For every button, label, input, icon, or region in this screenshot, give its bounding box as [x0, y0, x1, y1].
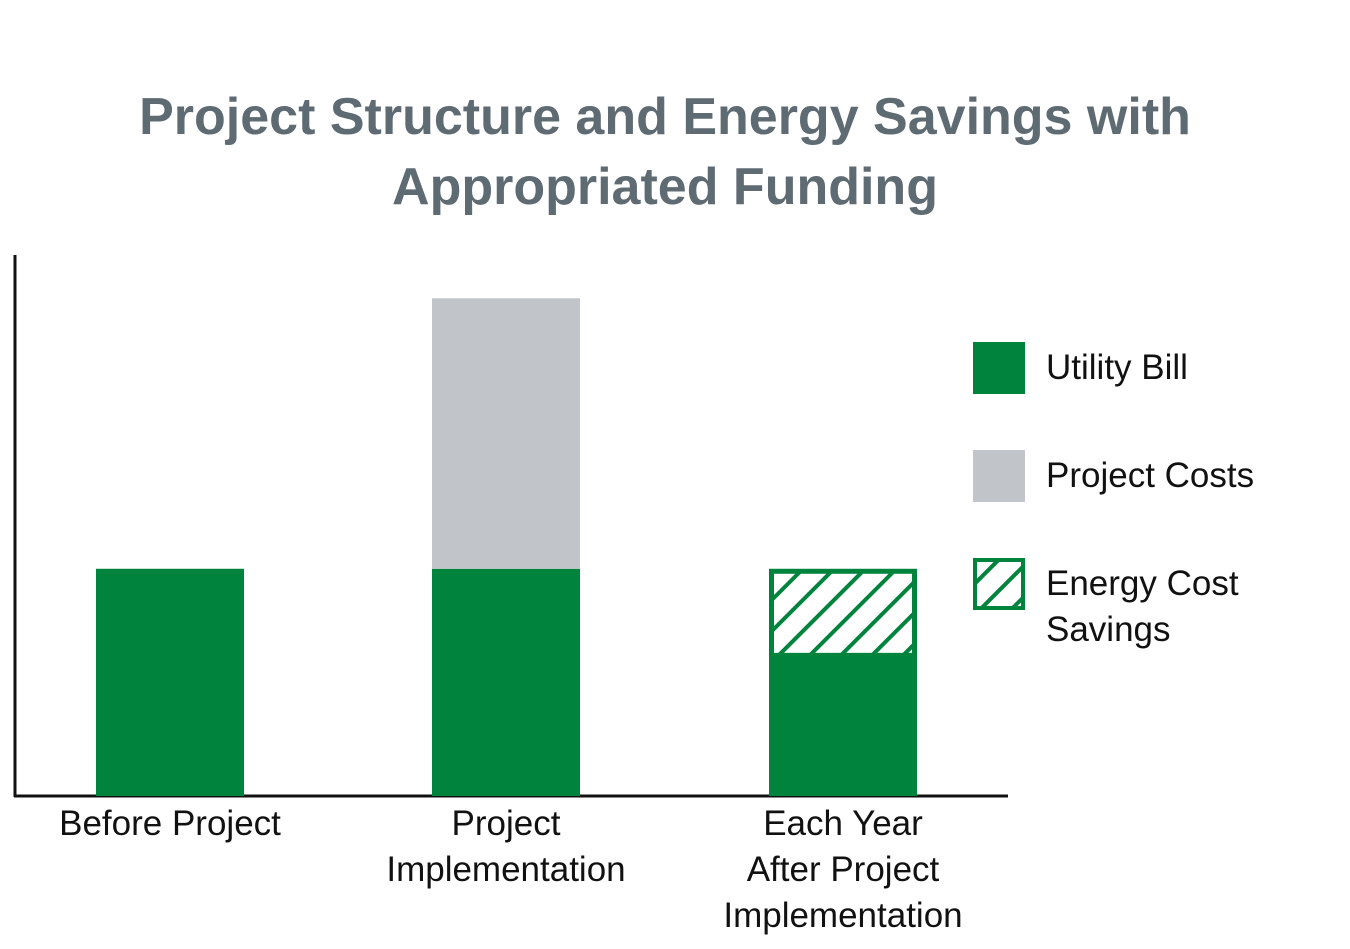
chart-title: Project Structure and Energy Savings wit…: [139, 88, 1191, 216]
legend-label: Energy Cost Savings: [1046, 564, 1239, 649]
bar-segment: [432, 298, 580, 569]
legend-label: Project Costs: [1046, 456, 1255, 495]
x-tick-label: Each Year After Project Implementation: [723, 804, 963, 935]
legend-label: Utility Bill: [1046, 348, 1188, 387]
bar-segment: [769, 655, 917, 796]
x-tick-label: Before Project: [59, 804, 281, 843]
legend-swatch: [973, 558, 1025, 610]
legend-swatch: [973, 342, 1025, 394]
bar-segment: [96, 568, 244, 796]
x-tick-label: Project Implementation: [386, 804, 626, 889]
bar-segment: [432, 568, 580, 796]
legend-swatch: [973, 450, 1025, 502]
bar-segment: [769, 568, 917, 658]
